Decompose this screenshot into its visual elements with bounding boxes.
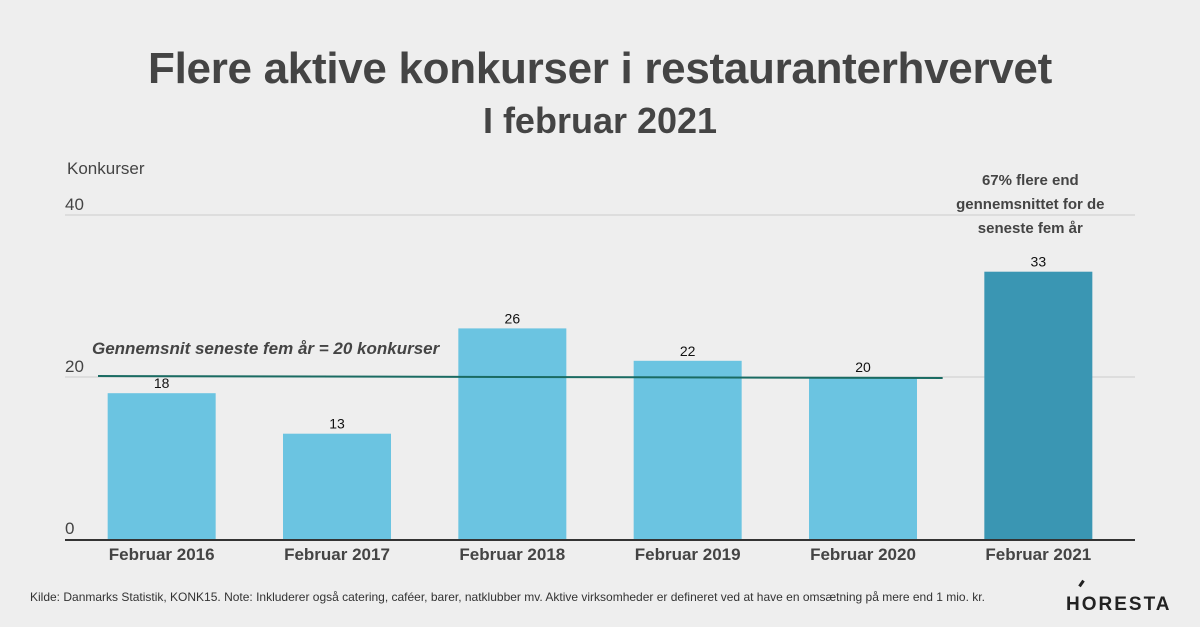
bar [458,328,567,539]
y-tick-label: 0 [65,519,74,538]
x-tick-label: Februar 2019 [635,545,741,564]
x-tick-label: Februar 2018 [459,545,565,564]
y-tick-label: 40 [65,195,84,214]
chart-subtitle: I februar 2021 [482,100,718,141]
chart-title: Flere aktive konkurser i restauranterhve… [148,44,1052,93]
x-tick-label: Februar 2017 [284,545,390,564]
bar [809,377,917,539]
bar [984,271,1093,539]
x-tick-label: Februar 2021 [985,545,1091,564]
average-reference-line [97,375,943,379]
annotation-text: gennemsnittet for de [956,196,1104,213]
bar [283,433,391,539]
annotation-text: 67% flere end [982,172,1079,189]
data-label: 18 [154,375,170,391]
data-label: 26 [505,310,521,326]
y-tick-label: 20 [65,357,84,376]
annotation-text: seneste fem år [978,220,1083,237]
source-note: Kilde: Danmarks Statistik, KONK15. Note:… [30,590,985,604]
data-label: 13 [329,416,345,432]
x-tick-label: Februar 2016 [109,545,215,564]
data-label: 22 [680,343,696,359]
y-axis-label: Konkurser [67,159,145,178]
data-label: 33 [1031,254,1047,270]
x-tick-label: Februar 2020 [810,545,916,564]
reference-line-label: Gennemsnit seneste fem år = 20 konkurser [92,339,441,358]
bar [107,393,216,539]
data-label: 20 [855,359,871,375]
horesta-logo: HORESTA [1066,594,1172,615]
bar [633,360,742,539]
